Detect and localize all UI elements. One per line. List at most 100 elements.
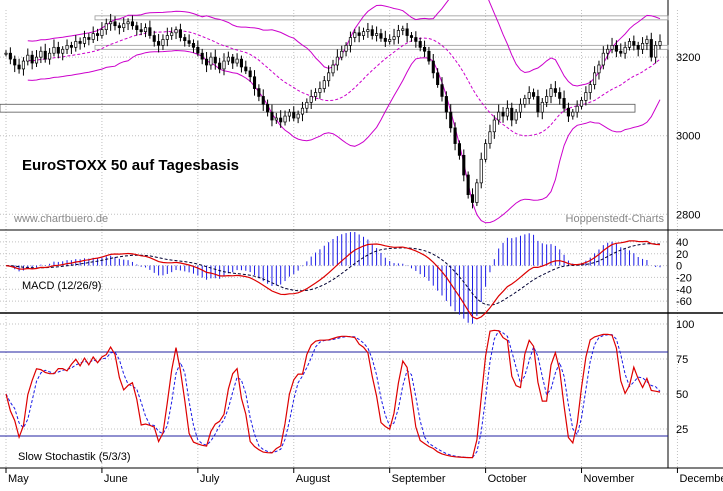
month-label: August	[296, 473, 330, 485]
candle-body	[148, 27, 152, 36]
candle-body	[161, 39, 165, 46]
candle-body	[370, 29, 374, 36]
candle-body	[4, 52, 8, 55]
candle-body	[492, 119, 496, 133]
candle-body	[553, 88, 557, 93]
candle-body	[523, 98, 527, 105]
candle-body	[244, 66, 248, 72]
candle-body	[239, 58, 243, 68]
candle-body	[427, 50, 431, 62]
candle-body	[436, 72, 440, 85]
candle-body	[575, 105, 579, 113]
candle-body	[610, 45, 614, 50]
candle-body	[170, 32, 174, 36]
candle-body	[305, 101, 309, 109]
candle-body	[48, 52, 52, 60]
stoch-k-line	[5, 329, 661, 459]
candle-body	[113, 21, 117, 27]
price-tick-label: 2800	[676, 209, 700, 221]
candle-body	[209, 56, 213, 66]
candle-body	[470, 194, 475, 203]
candle-body	[632, 41, 636, 46]
candle-body	[143, 27, 148, 32]
candle-body	[597, 64, 601, 74]
candle-body	[126, 21, 130, 25]
price-tick-label: 3000	[676, 131, 700, 143]
candle-body	[17, 64, 21, 70]
candle-body	[218, 62, 222, 70]
candle-body	[183, 37, 187, 41]
candle-body	[96, 33, 100, 36]
candle-body	[601, 52, 605, 66]
candle-body	[261, 96, 265, 105]
candle-body	[157, 41, 161, 46]
candle-body	[61, 48, 65, 54]
candle-body	[213, 56, 217, 64]
candle-body	[361, 31, 366, 36]
macd-tick-label: 20	[676, 249, 688, 261]
candle-body	[571, 111, 575, 117]
candle-body	[444, 96, 448, 113]
candle-body	[235, 58, 239, 64]
month-label: November	[584, 473, 635, 485]
stoch-tick-label: 100	[676, 319, 694, 331]
candle-body	[135, 25, 139, 30]
candle-body	[462, 155, 466, 176]
candle-body	[331, 64, 335, 74]
candle-body	[191, 43, 196, 48]
candle-body	[56, 46, 60, 54]
macd-title: MACD (12/26/9)	[22, 280, 101, 292]
candle-body	[283, 115, 287, 123]
bollinger-lower-line	[27, 49, 661, 224]
resistance-line	[94, 44, 669, 50]
candle-body	[335, 56, 339, 66]
candle-body	[69, 45, 73, 48]
macd-signal-line	[5, 243, 661, 306]
candle-body	[87, 37, 91, 40]
candle-body	[165, 35, 169, 40]
candle-body	[21, 60, 25, 70]
candle-body	[187, 40, 191, 44]
support-zone	[0, 103, 636, 113]
candle-body	[558, 92, 562, 99]
candle-body	[13, 58, 17, 66]
month-label: December	[679, 473, 723, 485]
macd-panel	[5, 232, 661, 324]
candle-body	[82, 37, 87, 44]
watermark-right: Hoppenstedt-Charts	[566, 213, 665, 225]
candle-body	[139, 29, 143, 32]
candle-body	[178, 29, 182, 38]
candle-body	[536, 96, 540, 113]
candle-body	[34, 56, 39, 64]
candle-body	[545, 96, 549, 103]
candle-body	[423, 46, 427, 52]
candle-body	[318, 88, 322, 93]
candle-body	[196, 46, 200, 54]
candle-body	[375, 33, 379, 36]
candle-body	[226, 56, 230, 62]
candle-body	[257, 88, 261, 97]
candle-body	[479, 158, 483, 184]
candle-body	[588, 84, 592, 93]
candle-body	[309, 96, 313, 103]
candle-body	[584, 92, 588, 101]
candle-body	[562, 98, 566, 109]
candle-body	[453, 127, 457, 144]
candle-body	[8, 52, 12, 60]
candle-body	[39, 50, 43, 58]
candle-body	[484, 143, 488, 160]
candle-body	[401, 28, 405, 31]
price-panel	[0, 0, 669, 224]
candle-body	[396, 30, 400, 38]
candle-body	[117, 25, 121, 29]
candle-body	[518, 103, 523, 113]
candle-body	[514, 111, 518, 121]
price-tick-label: 3200	[676, 52, 700, 64]
candle-body	[174, 29, 178, 34]
candle-body	[466, 174, 470, 195]
candle-body	[30, 54, 34, 64]
candle-body	[314, 92, 318, 97]
stoch-tick-label: 75	[676, 354, 688, 366]
candle-body	[104, 23, 108, 30]
